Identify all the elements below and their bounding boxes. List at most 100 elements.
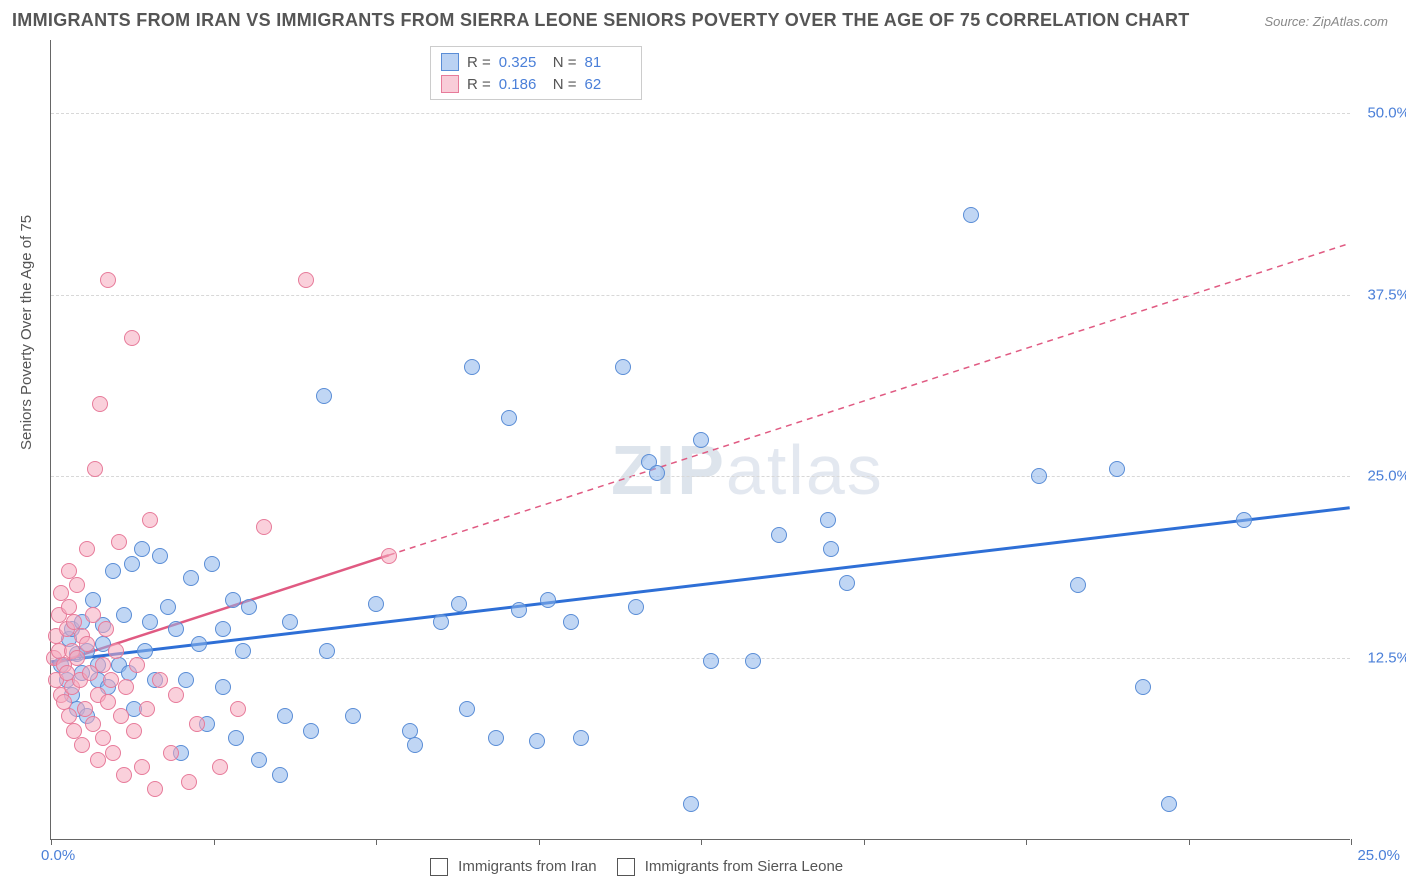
data-point <box>191 636 207 652</box>
data-point <box>1236 512 1252 528</box>
x-tick-mark <box>214 839 215 845</box>
data-point <box>256 519 272 535</box>
data-point <box>124 556 140 572</box>
data-point <box>69 650 85 666</box>
data-point <box>113 708 129 724</box>
data-point <box>85 607 101 623</box>
x-tick-mark <box>1189 839 1190 845</box>
data-point <box>139 701 155 717</box>
data-point <box>820 512 836 528</box>
data-point <box>204 556 220 572</box>
data-point <box>215 679 231 695</box>
data-point <box>464 359 480 375</box>
data-point <box>87 461 103 477</box>
y-tick-label: 12.5% <box>1367 650 1406 667</box>
data-point <box>771 527 787 543</box>
scatter-plot-area: ZIPatlas 12.5%25.0%37.5%50.0%0.0%25.0% <box>50 40 1350 840</box>
x-tick-mark <box>1026 839 1027 845</box>
data-point <box>573 730 589 746</box>
data-point <box>1070 577 1086 593</box>
data-point <box>61 563 77 579</box>
data-point <box>181 774 197 790</box>
data-point <box>168 687 184 703</box>
data-point <box>160 599 176 615</box>
data-point <box>488 730 504 746</box>
data-point <box>105 563 121 579</box>
y-tick-label: 25.0% <box>1367 468 1406 485</box>
series-legend: Immigrants from Iran Immigrants from Sie… <box>430 858 843 876</box>
data-point <box>66 723 82 739</box>
n-value-sl: 62 <box>585 76 631 93</box>
data-point <box>124 330 140 346</box>
data-point <box>163 745 179 761</box>
data-point <box>745 653 761 669</box>
data-point <box>142 512 158 528</box>
n-value-iran: 81 <box>585 54 631 71</box>
x-tick-label: 0.0% <box>41 847 75 864</box>
data-point <box>693 432 709 448</box>
legend-item-sierra-leone: Immigrants from Sierra Leone <box>617 858 844 876</box>
data-point <box>100 694 116 710</box>
y-tick-label: 50.0% <box>1367 104 1406 121</box>
data-point <box>142 614 158 630</box>
grid-line <box>51 295 1350 296</box>
data-point <box>451 596 467 612</box>
r-value-iran: 0.325 <box>499 54 545 71</box>
x-tick-mark <box>701 839 702 845</box>
data-point <box>53 585 69 601</box>
data-point <box>540 592 556 608</box>
grid-line <box>51 476 1350 477</box>
data-point <box>189 716 205 732</box>
r-value-sl: 0.186 <box>499 76 545 93</box>
x-tick-label: 25.0% <box>1357 847 1400 864</box>
data-point <box>100 272 116 288</box>
data-point <box>303 723 319 739</box>
legend-row-iran: R = 0.325 N = 81 <box>441 51 631 73</box>
data-point <box>615 359 631 375</box>
data-point <box>316 388 332 404</box>
legend-row-sierra-leone: R = 0.186 N = 62 <box>441 73 631 95</box>
legend-item-iran: Immigrants from Iran <box>430 858 597 876</box>
data-point <box>77 701 93 717</box>
source-attribution: Source: ZipAtlas.com <box>1264 14 1388 29</box>
data-point <box>147 781 163 797</box>
data-point <box>69 577 85 593</box>
data-point <box>433 614 449 630</box>
data-point <box>126 723 142 739</box>
data-point <box>212 759 228 775</box>
data-point <box>272 767 288 783</box>
data-point <box>235 643 251 659</box>
data-point <box>103 672 119 688</box>
data-point <box>963 207 979 223</box>
data-point <box>319 643 335 659</box>
data-point <box>459 701 475 717</box>
x-tick-mark <box>539 839 540 845</box>
data-point <box>501 410 517 426</box>
data-point <box>95 657 111 673</box>
data-point <box>368 596 384 612</box>
data-point <box>628 599 644 615</box>
data-point <box>111 534 127 550</box>
data-point <box>215 621 231 637</box>
grid-line <box>51 113 1350 114</box>
data-point <box>529 733 545 749</box>
data-point <box>228 730 244 746</box>
data-point <box>66 614 82 630</box>
y-axis-label: Seniors Poverty Over the Age of 75 <box>18 215 35 450</box>
data-point <box>683 796 699 812</box>
data-point <box>92 396 108 412</box>
data-point <box>241 599 257 615</box>
legend-swatch-pink <box>441 75 459 93</box>
data-point <box>90 752 106 768</box>
data-point <box>225 592 241 608</box>
x-tick-mark <box>864 839 865 845</box>
data-point <box>137 643 153 659</box>
data-point <box>79 541 95 557</box>
data-point <box>703 653 719 669</box>
data-point <box>511 602 527 618</box>
x-tick-mark <box>376 839 377 845</box>
data-point <box>298 272 314 288</box>
y-tick-label: 37.5% <box>1367 286 1406 303</box>
data-point <box>129 657 145 673</box>
trend-line-dashed <box>389 243 1350 555</box>
